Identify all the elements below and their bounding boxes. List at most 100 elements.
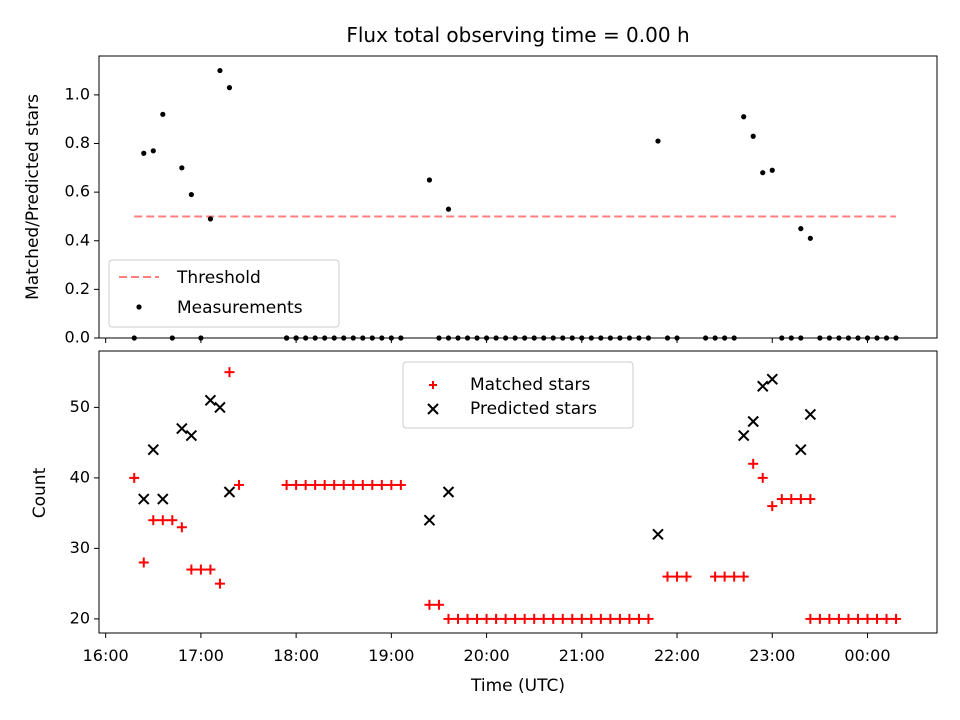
matched-star-point	[453, 613, 464, 624]
bottom-axes-frame	[98, 350, 938, 634]
predicted-star-point	[147, 443, 159, 456]
matched-star-point	[510, 613, 521, 624]
matched-star-point	[891, 613, 902, 624]
matched-star-point	[843, 613, 854, 624]
matched-star-point	[462, 613, 473, 624]
matched-star-point	[310, 479, 321, 490]
matched-star-point	[195, 564, 206, 575]
matched-star-point	[662, 571, 673, 582]
legend-frame	[108, 259, 340, 328]
x-tick-label: 19:00	[368, 646, 414, 665]
matched-star-point	[281, 479, 292, 490]
matched-star-point	[481, 613, 492, 624]
matched-star-point	[395, 479, 406, 490]
matched-star-point	[167, 515, 178, 526]
y-tick-label: 0.2	[65, 279, 90, 298]
top-legend: Threshold Measurements	[108, 259, 340, 328]
bottom-y-axis: 20 30 40 50	[70, 397, 99, 627]
matched-star-point	[233, 479, 244, 490]
matched-star-point	[157, 515, 168, 526]
matched-star-point	[872, 613, 883, 624]
matched-star-point	[205, 564, 216, 575]
matched-star-point	[643, 613, 654, 624]
measurement-point	[207, 216, 214, 222]
x-tick-label: 23:00	[749, 646, 795, 665]
predicted-star-point	[223, 486, 236, 498]
predicted-star-point	[737, 429, 750, 442]
matched-star-point	[586, 613, 597, 624]
measurement-point	[798, 226, 804, 232]
bottom-y-axis-label: Count	[30, 467, 50, 518]
matched-star-point	[348, 479, 359, 490]
matched-star-point	[748, 458, 759, 469]
matched-star-point	[605, 613, 616, 624]
matched-star-point	[176, 522, 187, 533]
predicted-star-point	[766, 373, 778, 385]
y-tick-label: 0.4	[65, 230, 90, 249]
matched-star-point	[833, 613, 844, 624]
bottom-plot-area	[129, 367, 902, 624]
matched-star-point	[500, 613, 511, 624]
legend-label-matched: Matched stars	[470, 375, 590, 395]
matched-star-point	[338, 479, 349, 490]
measurement-point	[217, 67, 223, 74]
matched-star-point	[633, 613, 644, 624]
legend-label-measurements: Measurements	[177, 298, 303, 318]
measurement-point	[160, 111, 166, 117]
matched-star-point	[319, 479, 330, 490]
predicted-star-point	[652, 528, 664, 541]
matched-star-point	[710, 571, 721, 582]
measurement-point	[141, 150, 147, 156]
matched-star-point	[443, 613, 454, 624]
matched-star-point	[148, 515, 159, 526]
matched-star-point	[576, 613, 587, 624]
matched-star-point	[329, 479, 340, 490]
matched-star-point	[881, 613, 892, 624]
predicted-star-point	[442, 486, 455, 498]
x-tick-label: 16:00	[83, 646, 129, 665]
predicted-star-point	[423, 514, 436, 526]
matched-star-point	[805, 494, 816, 505]
matched-star-point	[186, 564, 197, 575]
predicted-star-point	[795, 443, 807, 456]
y-tick-label: 1.0	[65, 84, 90, 103]
matched-star-point	[214, 578, 225, 589]
measurement-point	[179, 165, 185, 171]
x-tick-label: 20:00	[464, 646, 510, 665]
top-y-axis-label: Matched/Predicted stars	[23, 94, 43, 300]
chart-title: Flux total observing time = 0.00 h	[346, 23, 689, 47]
predicted-star-point	[204, 394, 217, 407]
matched-star-point	[776, 494, 787, 505]
predicted-star-point	[757, 380, 769, 392]
x-tick-label: 18:00	[273, 646, 319, 665]
measurement-point	[188, 191, 194, 198]
matched-star-point	[300, 479, 311, 490]
predicted-star-point	[176, 422, 188, 435]
predicted-star-point	[214, 401, 226, 414]
matched-star-point	[795, 494, 806, 505]
legend-label-predicted: Predicted stars	[470, 399, 597, 419]
bottom-x-axis: 16:00 17:00 18:00 19:00 20:00 21:00 22:00 23:00…	[83, 633, 891, 665]
x-axis-label: Time (UTC)	[470, 676, 565, 696]
predicted-star-point	[804, 408, 817, 421]
matched-star-point	[519, 613, 530, 624]
x-tick-label: 17:00	[178, 646, 224, 665]
matched-star-point	[767, 501, 778, 512]
matched-star-point	[757, 472, 768, 483]
legend-swatch-matched	[429, 381, 437, 389]
matched-star-point	[224, 367, 235, 378]
matched-star-point	[805, 613, 816, 624]
y-tick-label: 0.6	[65, 182, 90, 201]
matched-star-point	[291, 479, 302, 490]
matched-star-point	[862, 613, 873, 624]
legend-frame	[402, 361, 634, 429]
matched-star-point	[824, 613, 835, 624]
x-tick-label: 00:00	[844, 646, 890, 665]
legend-swatch-measurements	[136, 304, 142, 310]
y-tick-label: 40	[70, 467, 90, 486]
legend-swatch-predicted	[427, 403, 439, 415]
matched-star-point	[567, 613, 578, 624]
matched-star-point	[719, 571, 730, 582]
top-panel: 0.0 0.2 0.4 0.6 0.8 1.0 Matched/Predicted sta…	[23, 55, 938, 347]
matched-star-point	[424, 599, 435, 610]
